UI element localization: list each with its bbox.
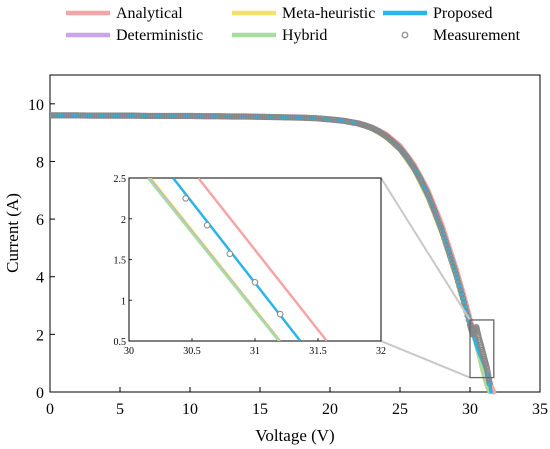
inset-measurement-marker — [251, 279, 259, 286]
legend-label-measurement: Measurement — [433, 27, 521, 44]
x-tick-label: 35 — [532, 401, 548, 418]
measurement-marker — [428, 200, 435, 207]
y-tick-label: 2 — [36, 327, 44, 344]
measurement-marker — [437, 224, 445, 231]
measurement-marker — [457, 286, 464, 294]
measurement-marker — [425, 194, 433, 201]
measurement-marker — [464, 312, 471, 319]
measurement-marker — [432, 211, 440, 219]
measurement-marker — [459, 295, 467, 302]
legend-swatch-measurement — [401, 31, 409, 39]
inset-y-tick-label: 0.5 — [114, 337, 127, 348]
measurement-marker — [438, 227, 446, 234]
y-tick-label: 6 — [36, 212, 44, 229]
x-tick-label: 30 — [462, 401, 478, 418]
measurement-marker — [453, 274, 461, 282]
measurement-marker — [458, 291, 466, 298]
inset-y-tick-label: 2 — [121, 215, 126, 226]
main-ticks: 0 5 10 15 20 25 30 35 0 2 4 6 8 10 — [28, 97, 548, 418]
x-tick-label: 10 — [182, 401, 198, 418]
measurement-marker — [456, 282, 463, 290]
legend-label-meta-heuristic: Meta-heuristic — [282, 5, 375, 22]
measurement-marker — [451, 267, 459, 274]
zoom-connectors — [380, 177, 495, 379]
measurement-marker — [429, 202, 436, 210]
measurement-marker — [441, 234, 448, 242]
measurement-marker — [424, 191, 432, 198]
inset-measurement-marker — [203, 221, 211, 229]
inset-y-tick-label: 1 — [121, 296, 126, 307]
inset-series — [146, 178, 328, 341]
measurement-marker — [445, 249, 453, 256]
inset-line-analytical — [197, 178, 328, 341]
measurement-marker — [436, 221, 443, 228]
measurement-marker — [446, 252, 454, 260]
measurement-marker — [430, 205, 438, 213]
measurement-marker — [486, 380, 493, 387]
x-tick-label: 25 — [392, 401, 408, 418]
measurement-marker — [439, 231, 447, 238]
measurement-marker — [448, 256, 455, 263]
inset-measurement-marker — [226, 250, 234, 258]
inset-x-tick-label: 32 — [376, 346, 386, 357]
inset-line-hybrid — [146, 178, 280, 341]
y-tick-label: 8 — [36, 154, 44, 171]
inset-y-tick-label: 2.5 — [114, 174, 127, 185]
measurement-marker — [443, 241, 450, 249]
inset-x-tick-label: 31 — [250, 346, 260, 357]
inset-x-tick-label: 30 — [124, 346, 134, 357]
zoom-connector-top — [380, 177, 471, 321]
measurement-marker — [452, 270, 460, 278]
inset-measurement-marker — [276, 310, 284, 318]
y-tick-label: 0 — [36, 385, 44, 402]
x-tick-label: 15 — [252, 401, 268, 418]
legend-label-proposed: Proposed — [433, 5, 493, 22]
x-tick-label: 0 — [46, 401, 54, 418]
legend: Analytical Meta-heuristic Proposed Determin… — [66, 5, 521, 44]
zoom-connector-bottom — [380, 340, 471, 379]
y-axis-label: Current (A) — [3, 193, 22, 273]
measurement-marker — [455, 278, 462, 286]
inset-y-tick-label: 1.5 — [114, 256, 127, 267]
inset-x-tick-label: 30.5 — [183, 346, 201, 357]
legend-label-deterministic: Deterministic — [116, 27, 203, 44]
measurement-marker — [434, 214, 441, 222]
zoom-rectangle — [469, 319, 495, 379]
measurement-marker — [449, 259, 456, 267]
x-axis-label: Voltage (V) — [255, 426, 334, 445]
measurement-marker — [450, 263, 457, 270]
y-tick-label: 4 — [36, 270, 44, 287]
measurement-marker — [431, 208, 439, 216]
main-series — [50, 112, 497, 395]
measurement-marker — [460, 299, 468, 306]
y-tick-label: 10 — [28, 97, 44, 114]
legend-label-analytical: Analytical — [116, 5, 183, 22]
measurement-marker — [427, 197, 434, 204]
legend-label-hybrid: Hybrid — [282, 27, 327, 44]
main-plot-area — [49, 74, 541, 393]
inset-measurement-marker — [182, 195, 189, 202]
measurement-marker — [442, 238, 449, 245]
x-tick-label: 20 — [322, 401, 338, 418]
measurement-marker — [435, 218, 442, 225]
inset-ticks: 30 30.5 31 31.5 32 0.5 1 1.5 2 2.5 — [114, 174, 387, 357]
inset-x-tick-label: 31.5 — [309, 346, 327, 357]
measurement-marker — [444, 245, 452, 252]
x-tick-label: 5 — [116, 401, 124, 418]
